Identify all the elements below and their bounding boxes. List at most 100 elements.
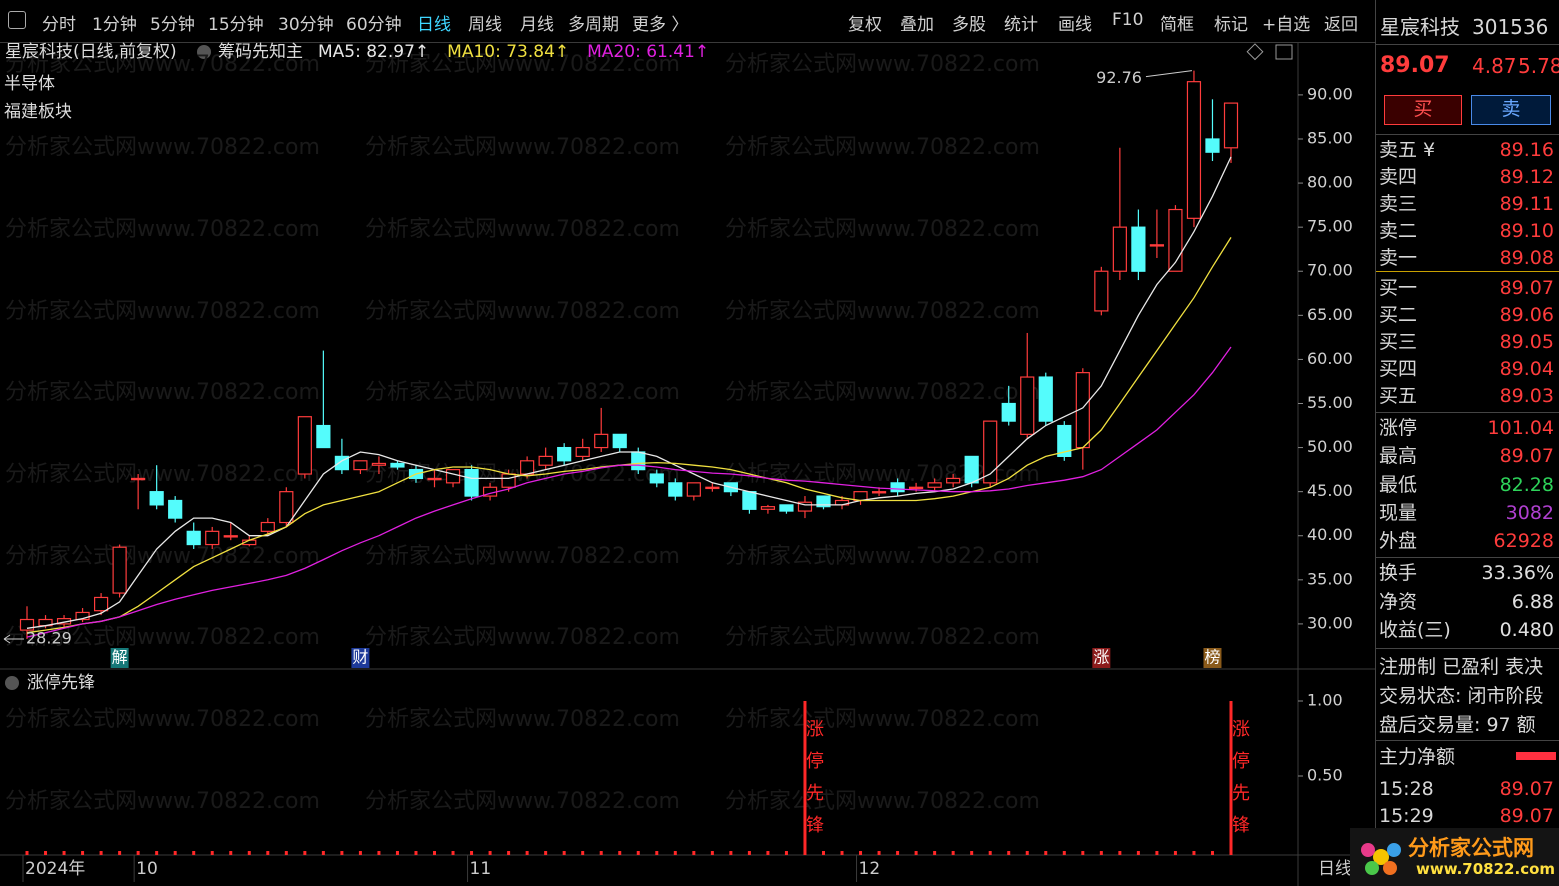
y-tick-label: 90.00 — [1307, 84, 1353, 103]
row-value: 62928 — [1493, 530, 1554, 553]
period-tab[interactable]: 1分钟 — [92, 15, 137, 35]
indicator-icon[interactable] — [5, 676, 19, 690]
toolbar-button[interactable]: 多股 — [952, 15, 986, 35]
signal-bar — [1044, 851, 1048, 855]
stock-name: 星宸科技 — [1380, 15, 1460, 39]
toolbar-button[interactable]: 返回 — [1324, 15, 1358, 35]
buy-button[interactable]: 买 — [1384, 95, 1462, 125]
event-label: 解 — [112, 648, 128, 667]
signal-bar — [395, 851, 399, 855]
y-tick-label: 1.00 — [1307, 691, 1343, 710]
y-tick-label: 35.00 — [1307, 569, 1353, 588]
period-tab[interactable]: 60分钟 — [346, 15, 402, 35]
signal-bar — [284, 851, 288, 855]
high-arrow — [1145, 70, 1193, 78]
candle-body — [464, 469, 479, 497]
toolbar-button[interactable]: F10 — [1112, 10, 1144, 30]
watermark: 分析家公式网www.70822.com — [725, 217, 1040, 242]
signal-bar — [358, 851, 362, 855]
candle-body — [19, 618, 35, 631]
signal-bar — [377, 851, 381, 855]
period-tab[interactable]: 15分钟 — [208, 15, 264, 35]
candle-body — [853, 491, 868, 502]
period-tab[interactable]: 日线 — [417, 15, 451, 35]
candle-body — [946, 477, 961, 484]
toolbar-button[interactable]: 标记 — [1214, 15, 1248, 35]
signal-bar — [321, 851, 325, 855]
period-tab[interactable]: 分时 — [42, 15, 76, 35]
x-tick-label: 2024年 — [25, 859, 85, 879]
watermark: 分析家公式网www.70822.com — [365, 135, 680, 160]
period-tab[interactable]: 月线 — [520, 15, 554, 35]
signal-bar — [1210, 851, 1214, 855]
row-value: 101.04 — [1487, 417, 1554, 439]
signal-bar — [1136, 851, 1140, 855]
candle-body — [742, 491, 757, 510]
sector-label: 福建板块 — [4, 102, 72, 122]
sell-button[interactable]: 卖 — [1471, 95, 1551, 125]
period-tab[interactable]: 5分钟 — [150, 15, 195, 35]
candle-body — [964, 455, 979, 484]
separator — [1376, 44, 1559, 45]
signal-bar — [525, 851, 529, 855]
signal-bar — [803, 701, 807, 855]
candle-body — [760, 506, 776, 510]
candle-body — [649, 473, 664, 484]
toolbar-button[interactable]: +自选 — [1262, 15, 1311, 35]
y-tick-label: 60.00 — [1307, 349, 1353, 368]
y-tick-label: 50.00 — [1307, 437, 1353, 456]
row-label: 换手 — [1379, 562, 1418, 584]
signal-bar — [1192, 851, 1196, 855]
event-label: 财 — [352, 648, 368, 667]
y-tick-label: 40.00 — [1307, 525, 1353, 544]
toolbar-button[interactable]: 画线 — [1058, 15, 1092, 35]
period-tab[interactable]: 多周期 — [568, 15, 619, 35]
signal-bar — [1025, 851, 1029, 855]
info-line: 盘后交易量: 97 额 — [1379, 714, 1536, 736]
layout-icon[interactable] — [1275, 44, 1293, 60]
watermark: 分析家公式网www.70822.com — [365, 544, 680, 569]
candle-body — [1020, 376, 1035, 435]
event-label: 榜 — [1204, 648, 1220, 667]
candle-body — [149, 491, 164, 506]
row-value: 89.07 — [1499, 445, 1554, 468]
period-tab[interactable]: 30分钟 — [278, 15, 334, 35]
signal-bar — [192, 851, 196, 855]
toolbar-button[interactable]: 统计 — [1004, 15, 1038, 35]
low-label: 28.29 — [26, 628, 72, 647]
watermark: 分析家公式网www.70822.com — [5, 544, 320, 569]
toolbar-button[interactable]: 简框 — [1160, 15, 1194, 35]
y-tick-label: 70.00 — [1307, 261, 1353, 280]
candle-body — [594, 433, 609, 449]
candle-body — [1186, 81, 1202, 219]
period-tab[interactable]: 周线 — [468, 15, 502, 35]
watermark: 分析家公式网www.70822.com — [5, 462, 320, 487]
signal-bar — [877, 851, 881, 855]
ma-line — [26, 237, 1232, 634]
diamond-icon[interactable] — [1246, 43, 1264, 61]
toolbar-button[interactable]: 复权 — [848, 15, 882, 35]
row-value: 89.06 — [1499, 304, 1554, 326]
toolbar-button[interactable]: 叠加 — [900, 15, 934, 35]
candle-body — [1223, 102, 1239, 149]
indicator-icon[interactable] — [197, 45, 211, 59]
candle-body — [353, 460, 368, 471]
candle-body — [779, 504, 794, 512]
signal-bar — [544, 851, 548, 855]
event-marker — [351, 648, 370, 668]
signal-bar — [747, 851, 751, 855]
row-value: 89.12 — [1499, 166, 1554, 188]
legend-entry: MA10: 73.84↑ — [447, 42, 569, 62]
period-tab[interactable]: 更多 〉 — [632, 15, 689, 35]
signal-bar — [210, 851, 214, 855]
candle-body — [168, 499, 183, 519]
separator — [1376, 648, 1559, 649]
row-value: 89.05 — [1499, 331, 1554, 353]
signal-bar — [766, 851, 770, 855]
chart: 分析家公式网www.70822.com 分析家公式网www.70822.com 分析… — [0, 42, 1375, 886]
toolbar-icon[interactable] — [8, 11, 26, 29]
y-tick-label: 45.00 — [1307, 481, 1353, 500]
indicator-name: 筹码先知主 — [218, 42, 303, 62]
row-label: 15:28 — [1379, 778, 1434, 800]
